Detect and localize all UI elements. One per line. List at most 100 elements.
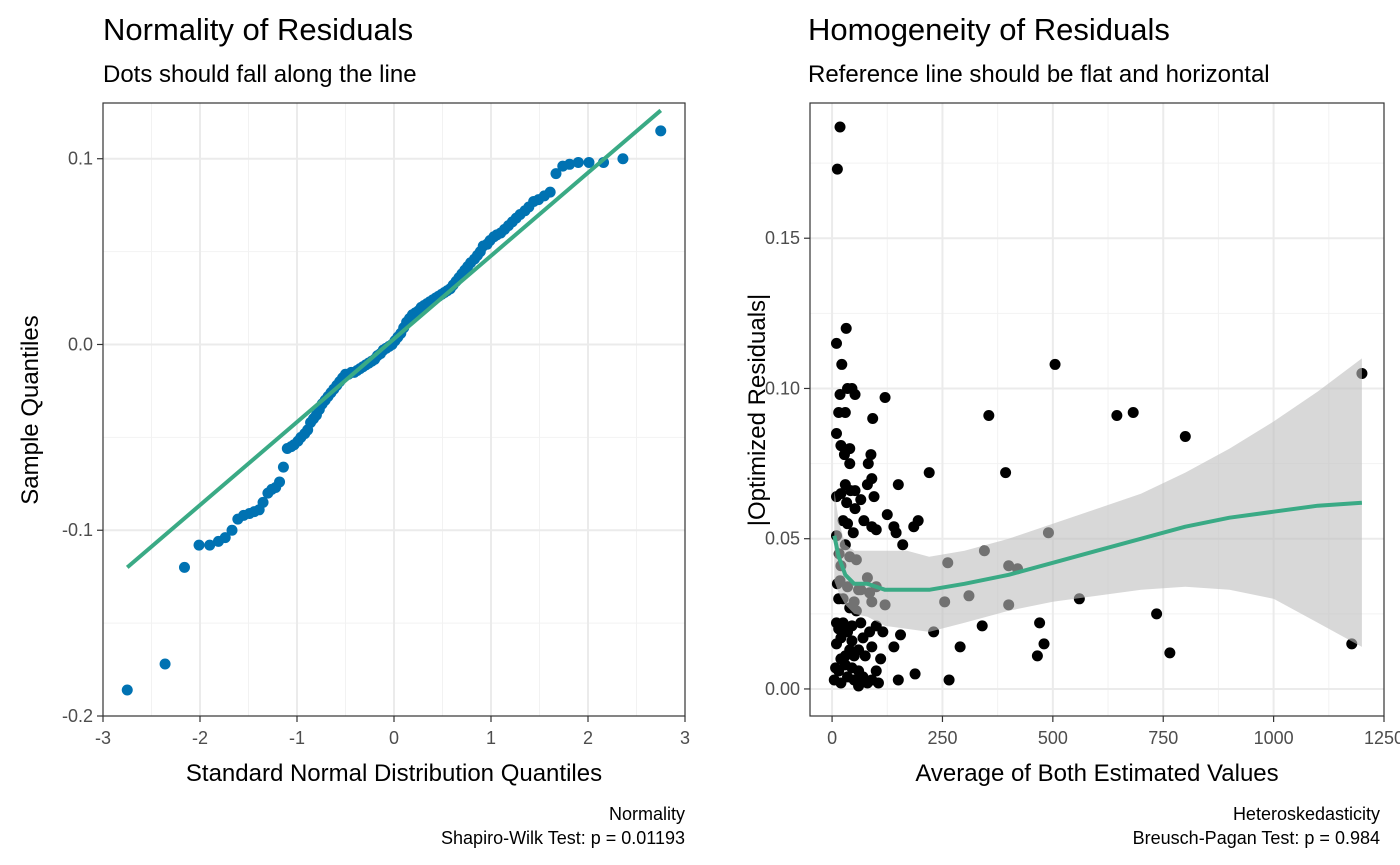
normality-x-tick-label: 3 xyxy=(680,728,690,748)
homogeneity-x-tick-label: 750 xyxy=(1148,728,1178,748)
homogeneity-x-tick-label: 0 xyxy=(827,728,837,748)
residual-point xyxy=(831,163,843,175)
residual-point xyxy=(853,680,865,692)
residual-point xyxy=(892,479,904,491)
homogeneity-x-tick-label: 1250 xyxy=(1364,728,1400,748)
residual-point xyxy=(954,641,966,653)
homogeneity-axes: 0 250 500 750 1000 1250 0.00 0.05 0.10 0.15 xyxy=(765,228,1400,748)
residual-point xyxy=(855,494,867,506)
homogeneity-marks xyxy=(828,121,1368,692)
homogeneity-y-tick-label: 0.00 xyxy=(765,679,800,699)
normality-x-tick-label: 1 xyxy=(486,728,496,748)
residual-point xyxy=(830,491,842,503)
qq-point xyxy=(274,476,286,488)
residual-point xyxy=(847,527,859,539)
residual-point xyxy=(879,391,891,403)
residual-point xyxy=(859,650,871,662)
residual-point xyxy=(861,479,873,491)
residual-point xyxy=(833,665,845,677)
residual-point xyxy=(838,449,850,461)
normality-x-tick-label: 2 xyxy=(583,728,593,748)
qq-point xyxy=(572,156,584,168)
homogeneity-panel: Homogeneity of Residuals Reference line … xyxy=(744,12,1400,848)
qq-reference-line xyxy=(125,108,663,569)
residual-point xyxy=(1179,431,1191,443)
residual-point xyxy=(895,629,907,641)
normality-y-tick-label: 0.1 xyxy=(68,149,93,169)
residual-point xyxy=(877,626,889,638)
homogeneity-x-tick-label: 250 xyxy=(927,728,957,748)
qq-point xyxy=(544,186,556,198)
residual-point xyxy=(861,677,873,689)
residual-point xyxy=(865,449,877,461)
normality-title: Normality of Residuals xyxy=(103,12,413,47)
residual-point xyxy=(1111,410,1123,422)
normality-caption-title: Normality xyxy=(609,804,685,824)
residual-point xyxy=(881,509,893,521)
homogeneity-caption-title: Heteroskedasticity xyxy=(1233,804,1380,824)
normality-y-axis-title: Sample Quantiles xyxy=(17,315,44,504)
qq-point xyxy=(655,125,667,137)
residual-point xyxy=(1000,467,1012,479)
qq-point xyxy=(564,158,576,170)
residual-point xyxy=(908,521,920,533)
residual-point xyxy=(1151,608,1163,620)
residual-point xyxy=(834,121,846,133)
qq-point xyxy=(159,658,171,670)
residual-point xyxy=(833,623,845,635)
residual-point xyxy=(943,674,955,686)
residual-point xyxy=(872,677,884,689)
qq-point xyxy=(219,532,231,544)
residual-point xyxy=(983,410,995,422)
normality-x-axis-title: Standard Normal Distribution Quantiles xyxy=(186,760,602,787)
normality-caption-test: Shapiro-Wilk Test: p = 0.01193 xyxy=(441,828,685,848)
normality-y-tick-label: -0.1 xyxy=(62,520,93,540)
residual-point xyxy=(867,413,879,425)
homogeneity-caption-test: Breusch-Pagan Test: p = 0.984 xyxy=(1133,828,1380,848)
homogeneity-title: Homogeneity of Residuals xyxy=(808,12,1170,47)
residual-point xyxy=(845,485,857,497)
residual-point xyxy=(849,388,861,400)
residual-point xyxy=(833,407,845,419)
qq-point xyxy=(226,524,238,536)
residual-point xyxy=(842,518,854,530)
homogeneity-x-axis-title: Average of Both Estimated Values xyxy=(915,760,1278,787)
residual-point xyxy=(1031,650,1043,662)
residual-point xyxy=(855,617,867,629)
qq-point xyxy=(583,156,595,168)
residual-point xyxy=(1034,617,1046,629)
qq-point xyxy=(121,684,133,696)
residual-point xyxy=(846,635,858,647)
residual-point xyxy=(857,632,869,644)
homogeneity-x-tick-label: 500 xyxy=(1038,728,1068,748)
normality-y-tick-label: 0.0 xyxy=(68,334,93,354)
residual-point xyxy=(866,641,878,653)
confidence-band xyxy=(834,358,1362,647)
residual-point xyxy=(844,458,856,470)
normality-grid xyxy=(103,103,685,716)
residual-point xyxy=(870,524,882,536)
normality-panel: Normality of Residuals Dots should fall … xyxy=(17,12,690,848)
homogeneity-y-tick-label: 0.10 xyxy=(765,378,800,398)
residual-point xyxy=(892,674,904,686)
qq-point xyxy=(204,539,216,551)
homogeneity-y-tick-label: 0.15 xyxy=(765,228,800,248)
residual-point xyxy=(888,641,900,653)
qq-point xyxy=(178,561,190,573)
normality-x-tick-label: -2 xyxy=(192,728,208,748)
smooth-fit-line xyxy=(832,500,1363,592)
homogeneity-subtitle: Reference line should be flat and horizo… xyxy=(808,61,1270,88)
normality-y-tick-label: -0.2 xyxy=(62,706,93,726)
residual-point xyxy=(841,497,853,509)
qq-point xyxy=(257,496,269,508)
residual-point xyxy=(836,358,848,370)
residual-point xyxy=(870,665,882,677)
residual-point xyxy=(830,638,842,650)
normality-axes: -3 -2 -1 0 1 2 3 -0.2 -0.1 0.0 0.1 xyxy=(62,149,690,748)
residual-point xyxy=(835,440,847,452)
residual-point xyxy=(868,491,880,503)
residual-point xyxy=(830,337,842,349)
residual-point xyxy=(834,388,846,400)
residual-point xyxy=(830,428,842,440)
